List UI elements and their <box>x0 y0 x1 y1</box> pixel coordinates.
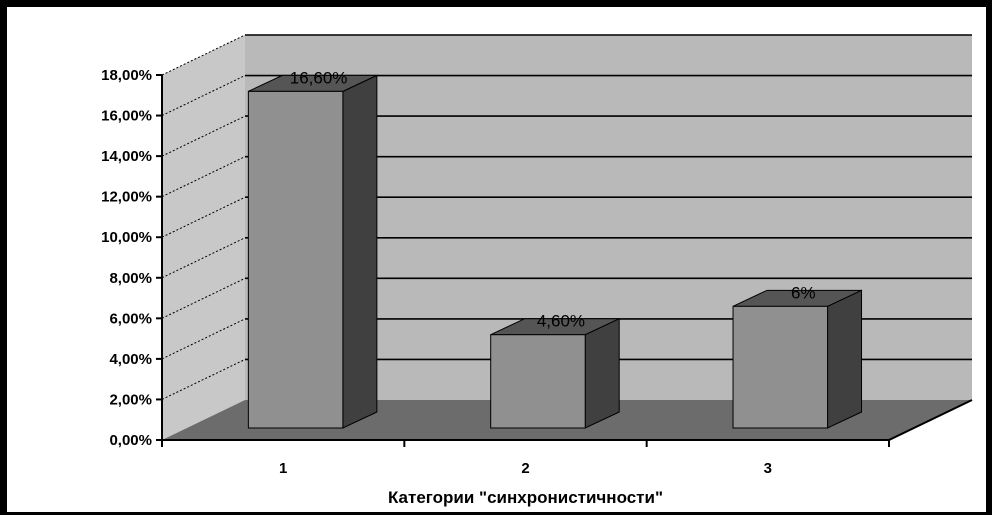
side-gridline <box>161 318 246 360</box>
y-tick-label: 12,00% <box>101 189 152 206</box>
y-tick-label: 18,00% <box>101 67 152 84</box>
bar-side <box>827 289 863 429</box>
x-axis-label: Категории "синхронистичности" <box>388 488 663 507</box>
side-gridline <box>161 237 246 279</box>
bar-chart-3d: 0,00%2,00%4,00%6,00%8,00%10,00%12,00%14,… <box>101 34 973 507</box>
y-tick-label: 4,00% <box>109 351 152 368</box>
axes: 0,00%2,00%4,00%6,00%8,00%10,00%12,00%14,… <box>101 67 890 507</box>
y-tick-label: 2,00% <box>109 391 152 408</box>
bar <box>490 334 586 429</box>
bars <box>247 74 863 429</box>
bar-side <box>342 74 378 429</box>
bar <box>732 305 829 429</box>
data-label: 6% <box>791 283 816 302</box>
x-tick-label: 1 <box>279 460 287 477</box>
side-gridline <box>161 75 246 117</box>
side-gridline <box>161 358 246 400</box>
side-gridline <box>161 115 246 157</box>
side-gridline <box>161 34 246 76</box>
y-tick-label: 10,00% <box>101 229 152 246</box>
bar <box>247 90 344 429</box>
side-wall <box>162 35 245 440</box>
x-tick-label: 2 <box>521 460 529 477</box>
y-tick-label: 0,00% <box>109 432 152 449</box>
data-label: 4,60% <box>537 312 585 331</box>
y-tick-label: 16,00% <box>101 108 152 125</box>
bar-side <box>584 317 620 429</box>
y-tick-label: 14,00% <box>101 148 152 165</box>
labels: 16,60% 4,60% 6% <box>290 68 816 330</box>
y-tick-label: 8,00% <box>109 270 152 287</box>
side-gridline <box>161 277 246 319</box>
y-tick-label: 6,00% <box>109 310 152 327</box>
x-tick-label: 3 <box>764 460 772 477</box>
side-gridline <box>161 196 246 238</box>
side-gridline <box>161 156 246 198</box>
data-label: 16,60% <box>290 68 348 87</box>
